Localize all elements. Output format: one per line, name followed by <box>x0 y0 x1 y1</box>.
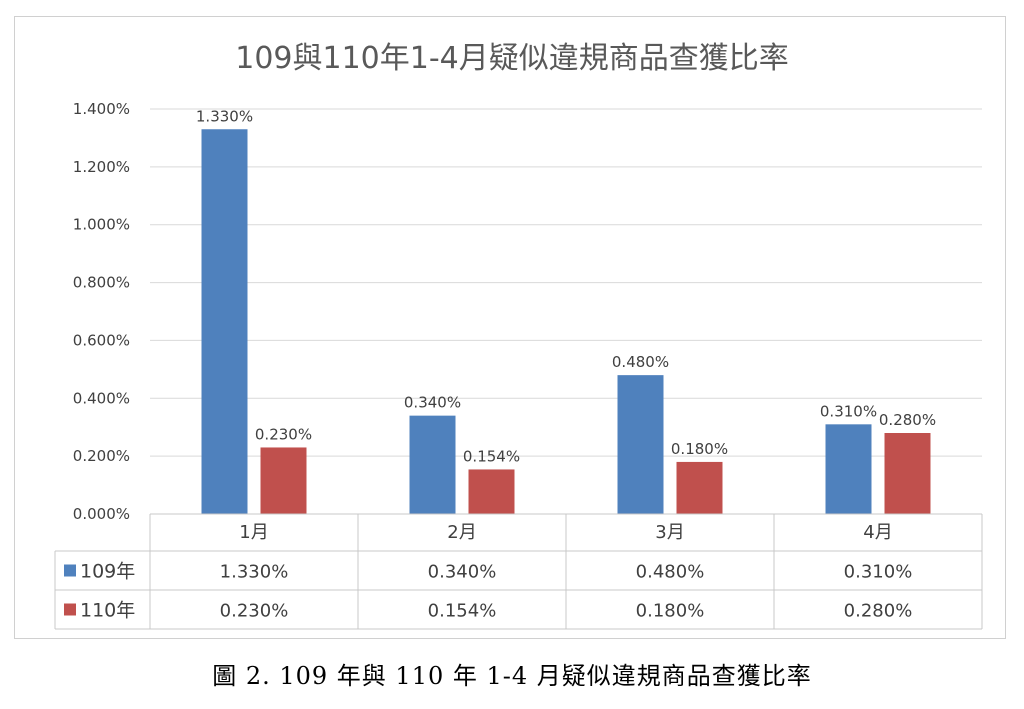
chart-frame <box>14 16 1006 639</box>
y-tick-label: 0.400% <box>73 389 130 407</box>
bar <box>676 461 723 514</box>
data-label: 0.280% <box>879 411 936 429</box>
data-label: 1.330% <box>196 107 253 125</box>
data-label: 0.154% <box>463 447 520 465</box>
y-tick-label: 0.200% <box>73 447 130 465</box>
y-tick-label: 0.800% <box>73 274 130 292</box>
data-label: 0.180% <box>671 440 728 458</box>
data-label: 0.340% <box>404 394 461 412</box>
category-label: 4月 <box>863 522 892 543</box>
table-value: 0.230% <box>220 601 289 622</box>
bars <box>201 129 931 514</box>
y-tick-label: 0.600% <box>73 331 130 349</box>
table-value: 1.330% <box>220 562 289 583</box>
y-tick-label: 1.200% <box>73 158 130 176</box>
data-label: 0.230% <box>255 425 312 443</box>
legend-key <box>64 603 76 616</box>
table-value: 0.340% <box>428 562 497 583</box>
category-label: 3月 <box>655 522 684 543</box>
y-axis-ticks: 0.000% 0.200% 0.400% 0.600% 0.800% 1.000% 1.20… <box>73 100 130 523</box>
table-value: 0.310% <box>844 562 913 583</box>
y-tick-label: 0.000% <box>73 505 130 523</box>
bar <box>617 375 664 514</box>
data-table: 1月 2月 3月 4月 109年 1.330% 0.340% 0.480% 0.310% 110年… <box>54 513 983 630</box>
category-label: 2月 <box>447 522 476 543</box>
bar <box>201 129 248 514</box>
data-label: 0.310% <box>820 402 877 420</box>
bar <box>409 415 456 514</box>
table-value: 0.480% <box>636 562 705 583</box>
table-value: 0.180% <box>636 601 705 622</box>
chart-title: 109與110年1-4月疑似違規商品查獲比率 <box>235 41 789 76</box>
y-tick-label: 1.400% <box>73 100 130 118</box>
table-value: 0.154% <box>428 601 497 622</box>
category-label: 1月 <box>239 522 268 543</box>
y-tick-label: 1.000% <box>73 216 130 234</box>
bar <box>825 424 872 514</box>
bar <box>884 433 931 514</box>
legend-key <box>64 564 76 577</box>
figure-caption: 圖 2. 109 年與 110 年 1-4 月疑似違規商品查獲比率 <box>212 662 812 690</box>
data-labels: 1.330% 0.230% 0.340% 0.154% 0.480% 0.180% 0.31… <box>196 107 936 465</box>
bar <box>260 447 307 514</box>
legend-label: 109年 <box>80 561 135 583</box>
bar <box>468 469 515 514</box>
legend-label: 110年 <box>80 600 135 622</box>
data-label: 0.480% <box>612 353 669 371</box>
table-value: 0.280% <box>844 601 913 622</box>
